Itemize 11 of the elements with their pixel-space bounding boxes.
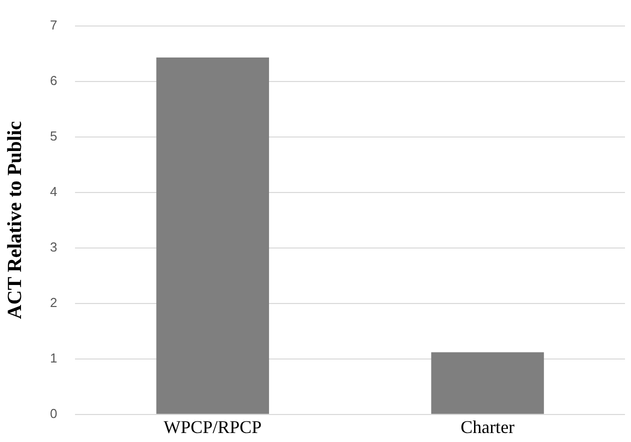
y-tick-label: 2 bbox=[50, 294, 58, 310]
y-tick-label: 3 bbox=[50, 239, 58, 254]
y-tick-label: 4 bbox=[50, 184, 58, 199]
y-tick-label: 6 bbox=[50, 72, 58, 88]
y-tick-label: 7 bbox=[50, 17, 58, 32]
y-tick-label: 0 bbox=[50, 406, 58, 421]
x-tick-label: WPCP/RPCP bbox=[164, 416, 262, 437]
y-tick-label: 5 bbox=[50, 128, 58, 144]
y-axis-title: ACT Relative to Public bbox=[4, 121, 26, 320]
x-tick-label: Charter bbox=[460, 416, 515, 437]
y-tick-label: 1 bbox=[50, 350, 58, 366]
